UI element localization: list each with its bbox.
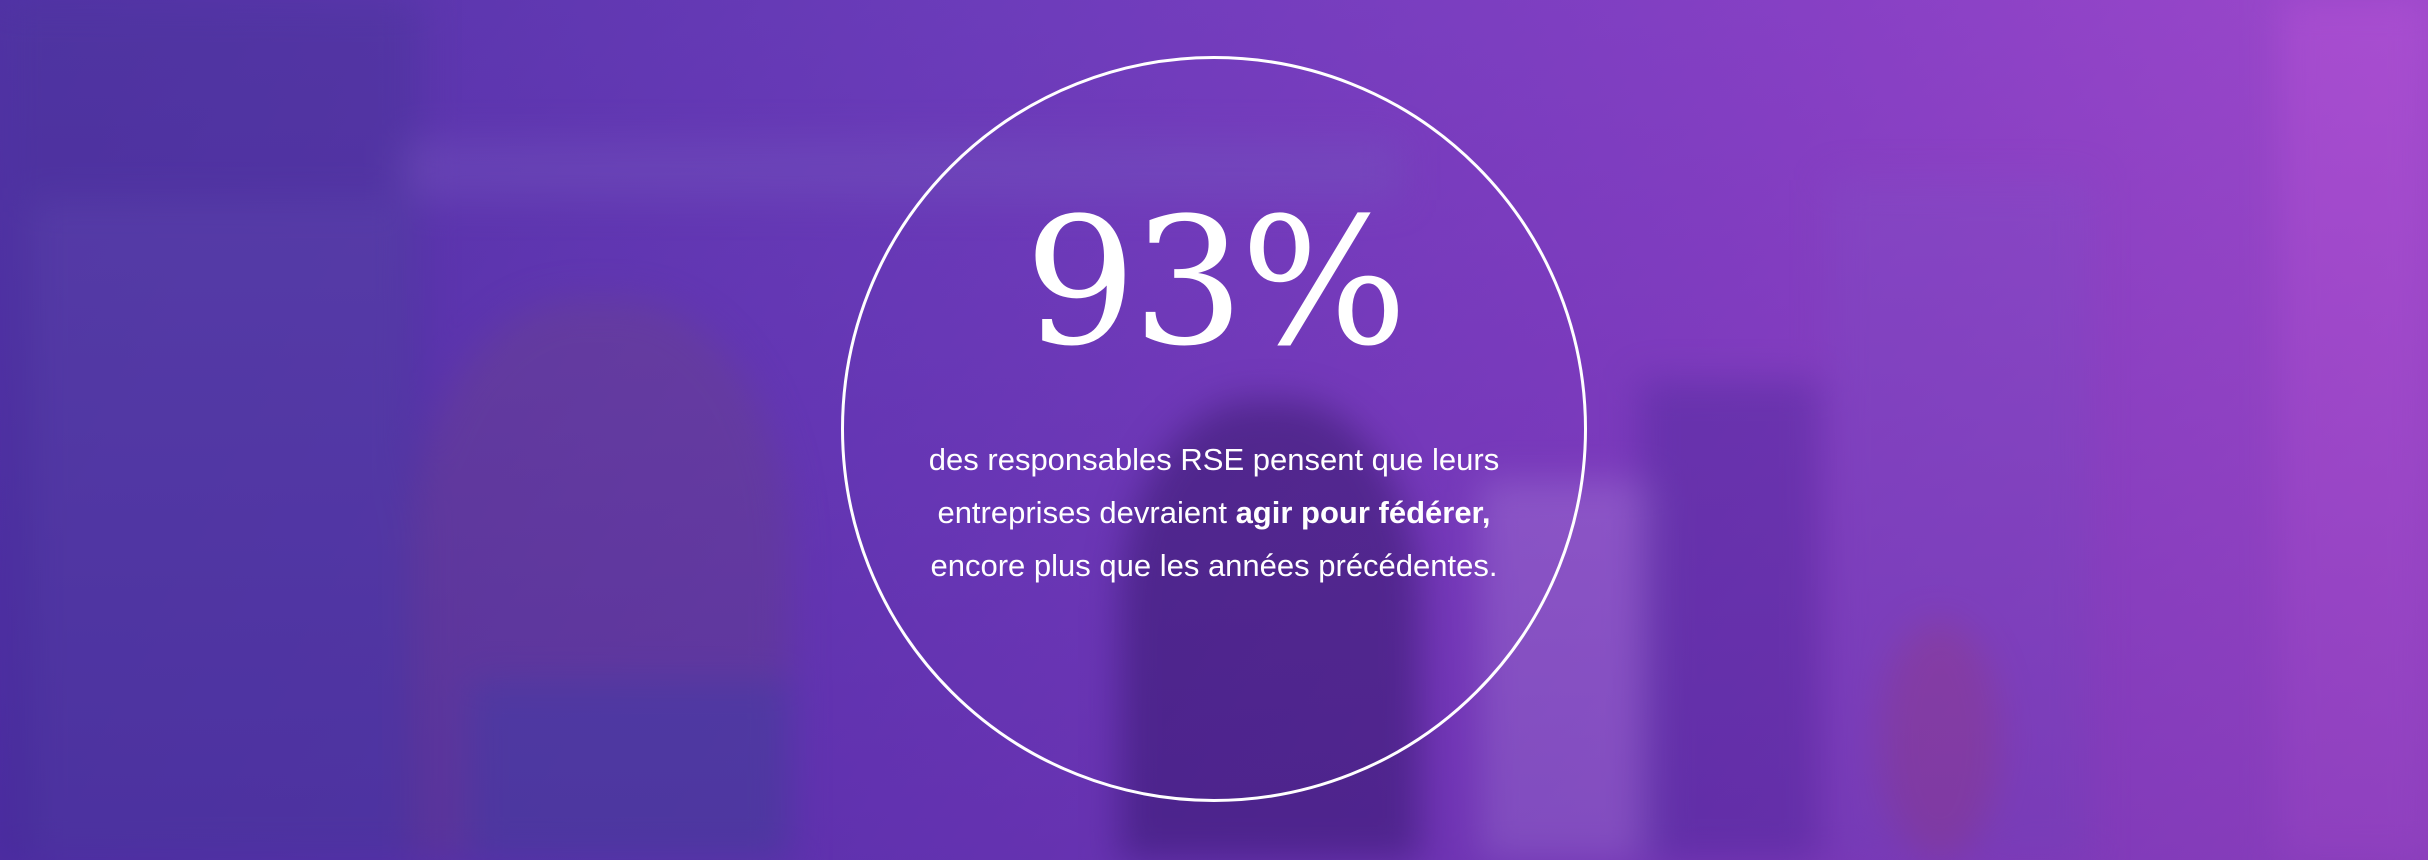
description-text: des responsables RSE pensent que leurs e… xyxy=(928,442,1500,530)
stat-description: des responsables RSE pensent que leurs e… xyxy=(914,433,1514,592)
stat-value: 93% xyxy=(1024,180,1407,385)
description-text: encore plus que les années précédentes. xyxy=(930,548,1498,583)
stat-circle xyxy=(841,56,1587,802)
description-emphasis: agir pour fédérer, xyxy=(1235,495,1491,530)
